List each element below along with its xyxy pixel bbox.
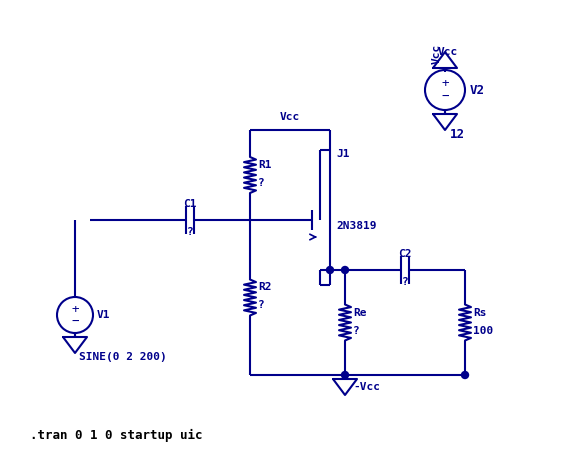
Text: −: −	[441, 90, 449, 102]
Text: R1: R1	[258, 160, 271, 170]
Text: +: +	[71, 303, 79, 315]
Text: Vcc: Vcc	[432, 44, 442, 64]
Text: C2: C2	[398, 249, 412, 259]
Text: 100: 100	[473, 325, 493, 335]
Text: ?: ?	[258, 301, 264, 310]
Circle shape	[327, 266, 333, 273]
Text: Vcc: Vcc	[280, 112, 300, 122]
Text: .tran 0 1 0 startup uic: .tran 0 1 0 startup uic	[30, 429, 202, 441]
Text: ?: ?	[186, 227, 193, 237]
Text: Re: Re	[353, 308, 367, 318]
Circle shape	[462, 372, 469, 378]
Text: -Vcc: -Vcc	[353, 382, 380, 392]
Circle shape	[341, 372, 348, 378]
Text: ?: ?	[353, 325, 360, 335]
Text: +: +	[441, 78, 449, 90]
Text: Vcc: Vcc	[438, 47, 458, 57]
Text: ?: ?	[402, 277, 408, 287]
Text: R2: R2	[258, 282, 271, 292]
Text: V2: V2	[470, 84, 485, 96]
Text: V1: V1	[97, 310, 111, 320]
Text: ?: ?	[258, 178, 264, 188]
Text: C1: C1	[183, 199, 197, 209]
Text: SINE(0 2 200): SINE(0 2 200)	[79, 352, 167, 362]
Circle shape	[341, 266, 348, 273]
Text: −: −	[71, 314, 79, 328]
Text: Rs: Rs	[473, 308, 487, 318]
Text: J1: J1	[336, 149, 349, 159]
Text: 12: 12	[450, 128, 465, 140]
Text: 2N3819: 2N3819	[336, 221, 377, 231]
